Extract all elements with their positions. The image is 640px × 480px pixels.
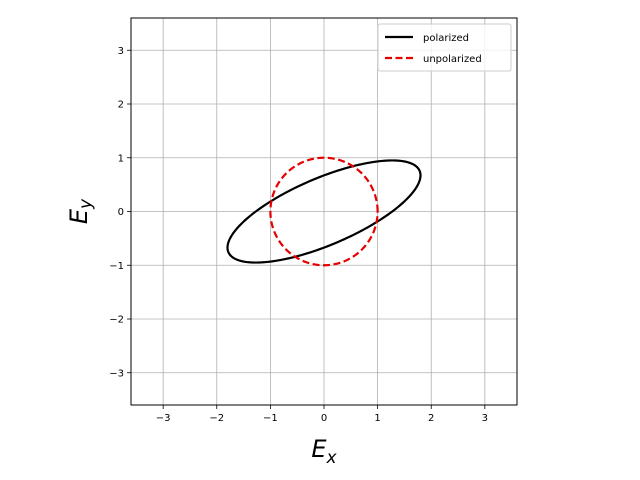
x-tick-label: −1	[263, 413, 278, 424]
y-tick-label: 0	[118, 207, 124, 218]
grid	[131, 18, 517, 405]
x-tick-label: 0	[321, 413, 327, 424]
series-layer	[226, 156, 422, 267]
series-unpolarized-line	[269, 156, 379, 267]
x-tick-label: −2	[209, 413, 224, 424]
x-tick-label: 1	[374, 413, 380, 424]
legend: polarized unpolarized	[377, 23, 512, 72]
x-axis-label: Ex	[311, 435, 337, 468]
y-tick-label: 2	[118, 100, 124, 111]
y-tick-label: 3	[118, 46, 124, 57]
series-polarized-line	[226, 159, 422, 264]
legend-label-polarized: polarized	[423, 33, 469, 44]
x-tick-label: −3	[156, 413, 171, 424]
legend-label-unpolarized: unpolarized	[423, 54, 482, 65]
ticks: −3 −2 −1 0 1 2 3 −3 −2 −1 0 1 2 3	[109, 46, 488, 424]
y-tick-label: 1	[118, 153, 124, 164]
y-tick-label: −3	[109, 368, 124, 379]
y-tick-label: −2	[109, 315, 124, 326]
x-tick-label: 3	[482, 413, 488, 424]
y-tick-label: −1	[109, 261, 124, 272]
y-axis-label: Ey	[65, 198, 96, 224]
x-tick-label: 2	[428, 413, 434, 424]
legend-box	[377, 23, 512, 72]
